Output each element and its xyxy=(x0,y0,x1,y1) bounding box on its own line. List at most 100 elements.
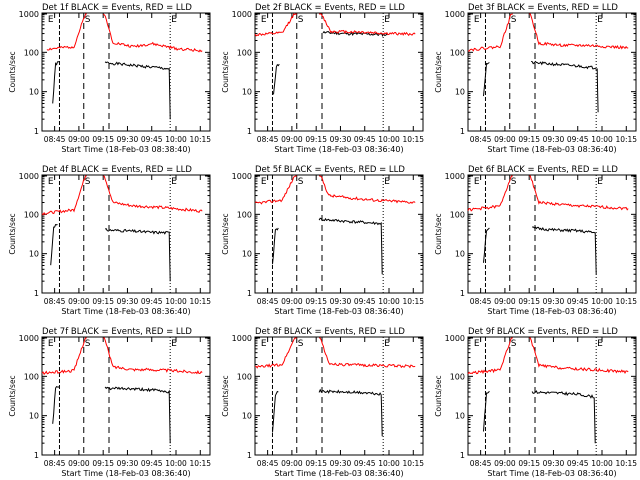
y-axis-label: Counts/sec xyxy=(221,375,230,416)
x-axis-label: Start Time (18-Feb-03 08:36:40) xyxy=(487,307,616,316)
y-tick-label: 100 xyxy=(450,210,465,219)
lld-series-line xyxy=(529,13,629,50)
events-series-line xyxy=(52,385,60,424)
y-tick-label: 1000 xyxy=(232,10,252,19)
x-tick-label: 10:00 xyxy=(591,297,613,306)
y-tick-label: 1 xyxy=(34,127,39,136)
x-tick-label: 08:45 xyxy=(470,459,492,468)
plot-frame xyxy=(254,174,424,294)
y-tick-label: 1 xyxy=(34,289,39,298)
mode-marker-label: E xyxy=(261,15,267,25)
x-tick-label: 08:45 xyxy=(470,135,492,144)
y-tick-label: 10 xyxy=(29,88,39,97)
x-tick-label: 10:00 xyxy=(165,297,187,306)
x-tick-label: 10:00 xyxy=(378,297,400,306)
x-tick-label: 10:15 xyxy=(189,135,211,144)
y-tick-label: 10 xyxy=(242,88,252,97)
mode-marker-label: E xyxy=(171,15,177,25)
x-tick-label: 08:45 xyxy=(44,459,66,468)
y-tick-label: 10 xyxy=(29,412,39,421)
y-tick-label: 100 xyxy=(24,210,39,219)
events-series-line xyxy=(531,390,596,444)
x-tick-label: 08:45 xyxy=(44,135,66,144)
x-tick-label: 10:15 xyxy=(189,297,211,306)
x-tick-label: 10:15 xyxy=(615,135,637,144)
lld-series-line xyxy=(41,175,87,216)
x-tick-label: 09:30 xyxy=(543,135,565,144)
x-axis-label: Start Time (18-Feb-03 08:36:40) xyxy=(274,145,403,154)
y-tick-label: 1 xyxy=(34,451,39,460)
y-tick-label: 10 xyxy=(242,250,252,259)
mode-marker-label: E xyxy=(48,339,54,349)
x-tick-label: 10:15 xyxy=(615,297,637,306)
plot-frame xyxy=(467,336,637,456)
x-tick-label: 09:00 xyxy=(281,459,303,468)
events-series-line xyxy=(104,228,171,282)
y-tick-label: 1 xyxy=(460,289,465,298)
x-tick-label: 09:00 xyxy=(281,297,303,306)
y-axis-label: Counts/sec xyxy=(434,51,443,92)
x-tick-label: 09:00 xyxy=(494,459,516,468)
chart-title: Det 8f BLACK = Events, RED = LLD xyxy=(255,327,405,337)
x-tick-label: 09:00 xyxy=(68,135,90,144)
plot-frame xyxy=(41,174,211,294)
x-tick-label: 09:30 xyxy=(117,459,139,468)
x-tick-label: 09:15 xyxy=(92,297,114,306)
chart-title: Det 7f BLACK = Events, RED = LLD xyxy=(42,327,192,337)
chart-panel: Det 7f BLACK = Events, RED = LLD 1 10 100 10… xyxy=(8,327,211,478)
chart-panel: Det 1f BLACK = Events, RED = LLD 1 10 100 10… xyxy=(8,3,211,154)
events-series-line xyxy=(318,388,383,437)
y-axis-label: Counts/sec xyxy=(8,213,17,254)
y-tick-label: 1000 xyxy=(19,334,39,343)
lld-series-line xyxy=(529,175,629,211)
x-tick-label: 08:45 xyxy=(257,135,279,144)
x-tick-label: 09:45 xyxy=(567,135,589,144)
mode-marker-label: S xyxy=(511,339,517,349)
x-axis-label: Start Time (18-Feb-03 08:36:40) xyxy=(61,307,190,316)
mode-marker-label: S xyxy=(298,15,304,25)
x-tick-label: 10:15 xyxy=(402,297,424,306)
lld-series-line xyxy=(467,175,513,212)
lld-series-line xyxy=(467,13,513,52)
mode-marker-label: S xyxy=(511,15,517,25)
mode-marker-label: E xyxy=(597,177,603,187)
events-series-line xyxy=(483,390,490,432)
mode-marker-label: E xyxy=(384,15,390,25)
y-tick-label: 1000 xyxy=(232,334,252,343)
lld-series-line xyxy=(103,175,203,213)
x-axis-label: Start Time (18-Feb-03 08:36:40) xyxy=(487,469,616,478)
chart-panel: Det 5f BLACK = Events, RED = LLD 1 10 100 10… xyxy=(221,165,424,316)
plot-frame xyxy=(254,336,424,456)
events-series-line xyxy=(272,390,279,433)
x-tick-label: 09:00 xyxy=(68,297,90,306)
plot-frame xyxy=(41,12,211,132)
lld-series-line xyxy=(103,337,203,375)
x-tick-label: 09:00 xyxy=(494,135,516,144)
events-series-line xyxy=(104,386,171,444)
chart-title: Det 6f BLACK = Events, RED = LLD xyxy=(468,165,618,175)
y-tick-label: 10 xyxy=(242,412,252,421)
lld-series-line xyxy=(41,337,87,376)
chart-title: Det 5f BLACK = Events, RED = LLD xyxy=(255,165,405,175)
x-tick-label: 09:45 xyxy=(354,459,376,468)
mode-marker-label: S xyxy=(511,177,517,187)
x-tick-label: 09:15 xyxy=(305,135,327,144)
y-tick-label: 10 xyxy=(455,250,465,259)
mode-marker-label: E xyxy=(48,177,54,187)
chart-title: Det 2f BLACK = Events, RED = LLD xyxy=(255,3,405,13)
y-tick-label: 1000 xyxy=(445,172,465,181)
x-tick-label: 10:00 xyxy=(378,135,400,144)
x-tick-label: 10:15 xyxy=(402,459,424,468)
y-tick-label: 1000 xyxy=(445,334,465,343)
mode-marker-label: E xyxy=(597,15,603,25)
y-tick-label: 100 xyxy=(450,372,465,381)
x-tick-label: 08:45 xyxy=(257,297,279,306)
y-tick-label: 100 xyxy=(450,48,465,57)
x-tick-label: 09:15 xyxy=(518,135,540,144)
plot-frame xyxy=(467,174,637,294)
y-axis-label: Counts/sec xyxy=(8,375,17,416)
lld-series-line xyxy=(254,13,297,37)
y-tick-label: 10 xyxy=(455,88,465,97)
mode-marker-label: E xyxy=(384,177,390,187)
x-tick-label: 10:00 xyxy=(591,459,613,468)
